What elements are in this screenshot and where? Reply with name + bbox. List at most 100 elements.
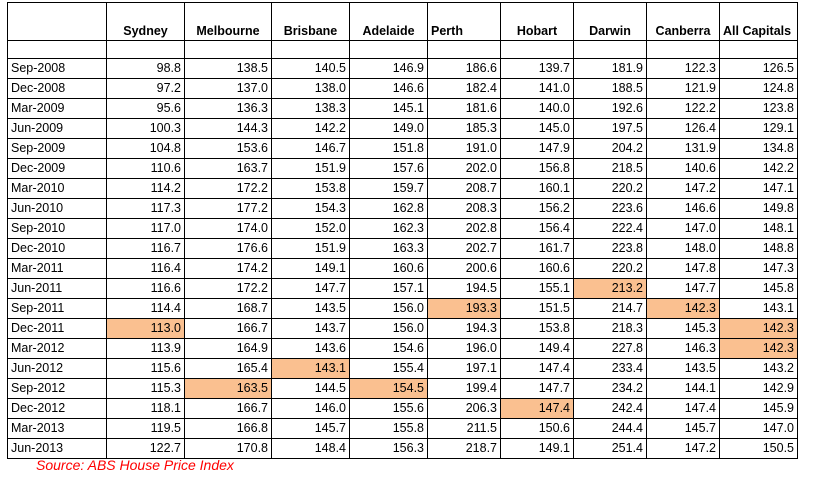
value-cell: 166.7 <box>184 398 272 419</box>
value-cell: 194.3 <box>427 318 501 339</box>
value-cell: 142.2 <box>271 118 350 139</box>
value-cell: 143.6 <box>271 338 350 359</box>
value-cell: 149.1 <box>500 438 574 459</box>
value-cell: 159.7 <box>349 178 428 199</box>
value-cell: 149.0 <box>349 118 428 139</box>
value-cell: 204.2 <box>573 138 647 159</box>
row-date-cell: Mar-2012 <box>7 338 107 359</box>
value-cell: 223.8 <box>573 238 647 259</box>
value-cell: 160.1 <box>500 178 574 199</box>
value-cell: 143.5 <box>271 298 350 319</box>
value-cell: 163.7 <box>184 158 272 179</box>
table-row: Jun-2009 100.3 144.3 142.2 149.0 185.3 145.0 19… <box>7 118 798 139</box>
value-cell: 146.6 <box>349 78 428 99</box>
table-row: Dec-2012 118.1 166.7 146.0 155.6 206.3 147.4 24… <box>7 398 798 419</box>
value-cell: 144.1 <box>646 378 720 399</box>
value-cell: 156.2 <box>500 198 574 219</box>
value-cell: 134.8 <box>719 138 798 159</box>
value-cell: 153.8 <box>271 178 350 199</box>
value-cell: 222.4 <box>573 218 647 239</box>
blank-cell <box>184 40 272 59</box>
value-cell: 152.0 <box>271 218 350 239</box>
value-cell: 142.2 <box>719 158 798 179</box>
value-cell: 142.3 <box>719 318 798 339</box>
row-date-cell: Jun-2013 <box>7 438 107 459</box>
value-cell: 113.9 <box>106 338 185 359</box>
value-cell: 126.4 <box>646 118 720 139</box>
value-cell: 104.8 <box>106 138 185 159</box>
value-cell: 223.6 <box>573 198 647 219</box>
column-header-adelaide: Adelaide <box>349 2 428 41</box>
table-row: Jun-2013 122.7 170.8 148.4 156.3 218.7 149.1 25… <box>7 438 798 459</box>
row-date-cell: Jun-2009 <box>7 118 107 139</box>
value-cell: 162.8 <box>349 198 428 219</box>
value-cell: 140.6 <box>646 158 720 179</box>
value-cell: 145.7 <box>271 418 350 439</box>
table-row: Mar-2010 114.2 172.2 153.8 159.7 208.7 160.1 22… <box>7 178 798 199</box>
value-cell: 150.5 <box>719 438 798 459</box>
value-cell: 191.0 <box>427 138 501 159</box>
value-cell: 156.8 <box>500 158 574 179</box>
value-cell: 146.3 <box>646 338 720 359</box>
value-cell: 177.2 <box>184 198 272 219</box>
value-cell: 146.6 <box>646 198 720 219</box>
value-cell: 143.1 <box>271 358 350 379</box>
value-cell: 142.9 <box>719 378 798 399</box>
table-row: Jun-2010 117.3 177.2 154.3 162.8 208.3 156.2 22… <box>7 198 798 219</box>
value-cell: 147.9 <box>500 138 574 159</box>
value-cell: 200.6 <box>427 258 501 279</box>
value-cell: 168.7 <box>184 298 272 319</box>
value-cell: 140.0 <box>500 98 574 119</box>
value-cell: 197.1 <box>427 358 501 379</box>
value-cell: 117.0 <box>106 218 185 239</box>
value-cell: 193.3 <box>427 298 501 319</box>
row-date-cell: Dec-2012 <box>7 398 107 419</box>
value-cell: 156.0 <box>349 318 428 339</box>
value-cell: 202.0 <box>427 158 501 179</box>
value-cell: 172.2 <box>184 178 272 199</box>
value-cell: 147.4 <box>500 358 574 379</box>
value-cell: 185.3 <box>427 118 501 139</box>
column-header-canberra: Canberra <box>646 2 720 41</box>
value-cell: 147.7 <box>646 278 720 299</box>
value-cell: 115.3 <box>106 378 185 399</box>
value-cell: 143.1 <box>719 298 798 319</box>
row-date-cell: Jun-2012 <box>7 358 107 379</box>
house-price-table: Sydney Melbourne Brisbane Adelaide Perth… <box>7 2 798 459</box>
value-cell: 138.0 <box>271 78 350 99</box>
table-row: Mar-2009 95.6 136.3 138.3 145.1 181.6 140.0 192… <box>7 98 798 119</box>
value-cell: 154.5 <box>349 378 428 399</box>
value-cell: 147.7 <box>271 278 350 299</box>
value-cell: 206.3 <box>427 398 501 419</box>
row-date-cell: Sep-2012 <box>7 378 107 399</box>
row-date-cell: Dec-2011 <box>7 318 107 339</box>
value-cell: 234.2 <box>573 378 647 399</box>
value-cell: 153.8 <box>500 318 574 339</box>
row-date-cell: Dec-2009 <box>7 158 107 179</box>
value-cell: 220.2 <box>573 178 647 199</box>
value-cell: 172.2 <box>184 278 272 299</box>
value-cell: 199.4 <box>427 378 501 399</box>
value-cell: 136.3 <box>184 98 272 119</box>
value-cell: 157.1 <box>349 278 428 299</box>
value-cell: 148.0 <box>646 238 720 259</box>
column-header-perth: Perth <box>427 2 501 41</box>
value-cell: 118.1 <box>106 398 185 419</box>
value-cell: 100.3 <box>106 118 185 139</box>
value-cell: 117.3 <box>106 198 185 219</box>
value-cell: 149.8 <box>719 198 798 219</box>
value-cell: 144.3 <box>184 118 272 139</box>
value-cell: 161.7 <box>500 238 574 259</box>
value-cell: 122.3 <box>646 58 720 79</box>
value-cell: 145.0 <box>500 118 574 139</box>
value-cell: 163.5 <box>184 378 272 399</box>
value-cell: 233.4 <box>573 358 647 379</box>
row-date-cell: Mar-2009 <box>7 98 107 119</box>
value-cell: 155.6 <box>349 398 428 419</box>
table-row: Dec-2008 97.2 137.0 138.0 146.6 182.4 141.0 188… <box>7 78 798 99</box>
value-cell: 227.8 <box>573 338 647 359</box>
blank-cell <box>573 40 647 59</box>
row-date-cell: Jun-2011 <box>7 278 107 299</box>
value-cell: 220.2 <box>573 258 647 279</box>
value-cell: 113.0 <box>106 318 185 339</box>
